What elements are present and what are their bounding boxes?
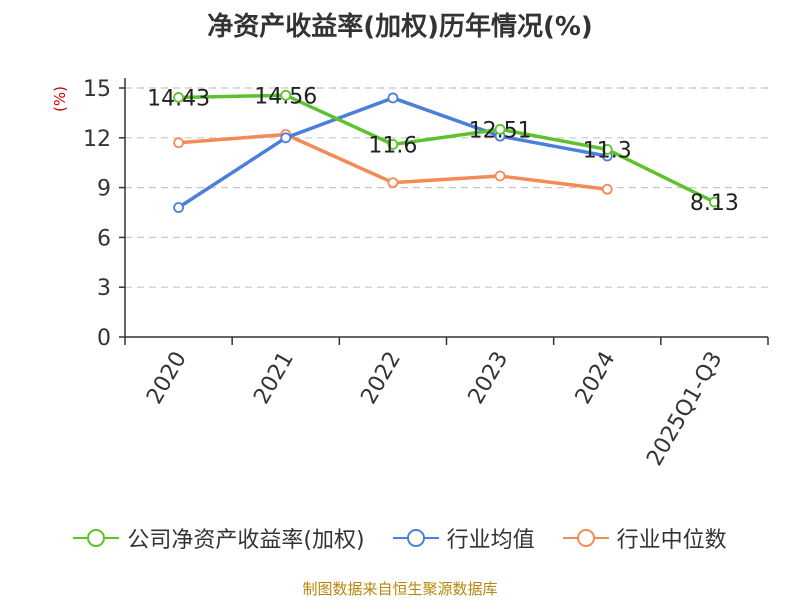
legend-marker-industry-median (562, 529, 609, 547)
data-point (494, 170, 506, 182)
data-label: 14.56 (254, 84, 317, 109)
chart-title: 净资产收益率(加权)历年情况(%) (207, 12, 593, 42)
x-tick-label: 2023 (464, 348, 514, 409)
data-point (280, 89, 292, 101)
data-point (173, 202, 184, 213)
legend-item-roe[interactable]: 公司净资产收益率(加权) (73, 522, 365, 554)
data-label: 14.43 (147, 86, 210, 111)
x-tick-label: 2024 (571, 348, 621, 409)
data-point (280, 132, 292, 144)
data-point (173, 92, 184, 103)
data-point (173, 137, 184, 149)
legend-label-industry-median: 行业中位数 (616, 528, 727, 553)
data-point (387, 92, 399, 104)
y-tick-label: 0 (97, 326, 111, 351)
data-point (601, 183, 613, 195)
series-line (178, 93, 716, 204)
data-point (387, 139, 399, 150)
data-label: 8.13 (690, 191, 739, 216)
legend-marker-roe (73, 529, 120, 547)
data-source-note: 制图数据来自恒生聚源数据库 (302, 580, 498, 598)
legend-item-industry-median[interactable]: 行业中位数 (562, 522, 727, 554)
data-label: 12.51 (469, 118, 532, 143)
x-tick-label: 2022 (356, 348, 406, 409)
y-tick-label: 15 (83, 77, 111, 102)
y-tick-label: 6 (97, 226, 111, 251)
legend-label-roe: 公司净资产收益率(加权) (127, 528, 365, 553)
x-tick-label: 2021 (249, 348, 299, 409)
legend-marker-industry-mean (392, 529, 439, 547)
y-tick-label: 9 (97, 177, 111, 202)
x-tick-label: 2020 (142, 348, 192, 409)
y-tick-label: 3 (97, 276, 111, 301)
line-chart: 0 3 6 9 12 15 2020 2021 2022 2023 2024 2025Q1-Q3 14… (83, 77, 769, 471)
data-label: 11.6 (368, 133, 417, 158)
legend-label-industry-mean: 行业均值 (446, 528, 535, 553)
y-tick-label: 12 (83, 127, 111, 152)
data-point (387, 177, 399, 189)
data-label: 11.3 (583, 138, 632, 163)
x-tick-label: 2025Q1-Q3 (642, 348, 727, 471)
legend: 公司净资产收益率(加权) 行业均值 行业中位数 (0, 520, 800, 556)
data-point (709, 196, 720, 208)
series-layer (173, 89, 720, 213)
axis-layer: 0 3 6 9 12 15 2020 2021 2022 2023 2024 2025Q1-Q3 (83, 77, 769, 471)
legend-item-industry-mean[interactable]: 行业均值 (392, 522, 535, 554)
data-label-layer: 14.43 14.56 11.6 12.51 11.3 8.13 (147, 84, 739, 216)
data-point (601, 144, 613, 155)
data-point (494, 123, 506, 135)
